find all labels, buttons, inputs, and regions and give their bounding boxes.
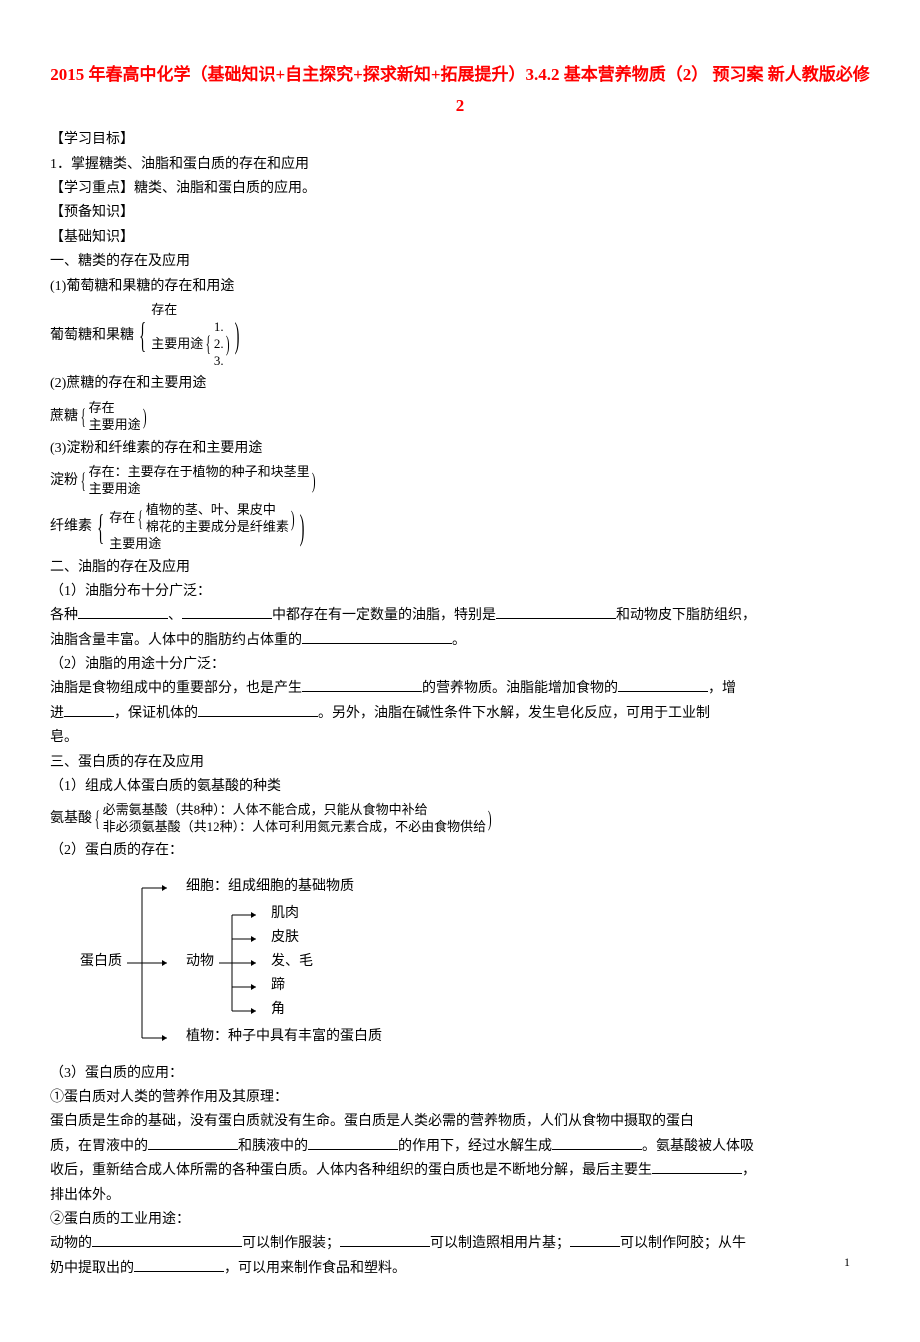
section-3-3-1d: 排出体外。 [50, 1185, 870, 1207]
brace-label: 葡萄糖和果糖 [50, 325, 134, 347]
tree-sub-skin: 皮肤 [271, 927, 313, 951]
document-title: 2015 年春高中化学（基础知识+自主探究+探求新知+拓展提升）3.4.2 基本… [50, 60, 870, 121]
section-2: 二、油脂的存在及应用 [50, 557, 870, 579]
section-3-1: （1）组成人体蛋白质的氨基酸的种类 [50, 776, 870, 798]
section-3: 三、蛋白质的存在及应用 [50, 752, 870, 774]
brace-item: 主要用途 [89, 417, 141, 434]
section-3-3-2b: 奶中提取出的，可以用来制作食品和塑料。 [50, 1258, 870, 1280]
brace-glucose-fructose: 葡萄糖和果糖 { 存在 主要用途 { 1. 2. 3. ) ) [50, 302, 870, 370]
brace-label: 淀粉 [50, 470, 78, 492]
tree-sub-hair: 发、毛 [271, 951, 313, 975]
section-3-3-1c: 收后，重新结合成人体所需的各种蛋白质。人体内各种组织的蛋白质也是不断地分解，最后… [50, 1160, 870, 1182]
section-2-2-text3: 皂。 [50, 727, 870, 749]
brace-item: 存在：主要存在于植物的种子和块茎里 [89, 464, 310, 481]
tree-sub-muscle: 肌肉 [271, 903, 313, 927]
brace-sub-item: 棉花的主要成分是纤维素 [146, 519, 289, 536]
tree-branch-cell: 细胞：组成细胞的基础物质 [186, 873, 382, 903]
section-2-1-text2: 油脂含量丰富。人体中的脂肪约占体重的。 [50, 630, 870, 652]
section-1-2: (2)蔗糖的存在和主要用途 [50, 373, 870, 395]
section-2-1-text: 各种、中都存在有一定数量的油脂，特别是和动物皮下脂肪组织， [50, 605, 870, 627]
section-3-3-1a: 蛋白质是生命的基础，没有蛋白质就没有生命。蛋白质是人类必需的营养物质，人们从食物… [50, 1111, 870, 1133]
brace-item: 主要用途 [89, 481, 310, 498]
section-1-1: (1)葡萄糖和果糖的存在和用途 [50, 276, 870, 298]
brace-item: 非必须氨基酸（共12种）：人体可利用氮元素合成，不必由食物供给 [103, 819, 487, 836]
brace-sub-item: 2. [214, 336, 224, 353]
section-3-3: （3）蛋白质的应用： [50, 1063, 870, 1085]
section-2-2-text2: 进，保证机体的。另外，油脂在碱性条件下水解，发生皂化反应，可用于工业制 [50, 703, 870, 725]
tree-root: 蛋白质 [80, 951, 122, 973]
section-3-3-1: ①蛋白质对人类的营养作用及其原理： [50, 1087, 870, 1109]
section-3-3-2a: 动物的可以制作服装；可以制造照相用片基；可以制作阿胶；从牛 [50, 1233, 870, 1255]
brace-cellulose: 纤维素 { 存在 { 植物的茎、叶、果皮中 棉花的主要成分是纤维素 ) 主要用途… [50, 502, 870, 553]
brace-item: 存在 [151, 302, 231, 319]
section-3-3-2: ②蛋白质的工业用途： [50, 1209, 870, 1231]
section-2-2: （2）油脂的用途十分广泛： [50, 654, 870, 676]
brace-label: 氨基酸 [50, 808, 92, 830]
section-3-2: （2）蛋白质的存在： [50, 840, 870, 862]
tree-sub-hoof: 蹄 [271, 975, 313, 999]
brace-amino-acid: 氨基酸 { 必需氨基酸（共8种）：人体不能合成，只能从食物中补给 非必须氨基酸（… [50, 802, 870, 836]
brace-label: 纤维素 [50, 516, 92, 538]
brace-label: 蔗糖 [50, 406, 78, 428]
objective-1: 1．掌握糖类、油脂和蛋白质的存在和应用 [50, 154, 870, 176]
tree-branch-animal: 动物 [186, 951, 214, 973]
page-number: 1 [844, 1253, 850, 1272]
brace-sub-item: 植物的茎、叶、果皮中 [146, 502, 289, 519]
brace-starch: 淀粉 { 存在：主要存在于植物的种子和块茎里 主要用途 ) [50, 464, 870, 498]
basic-heading: 【基础知识】 [50, 227, 870, 249]
brace-sub-item: 1. [214, 319, 224, 336]
brace-item: 存在 [109, 510, 135, 527]
brace-item: 主要用途 [151, 336, 203, 353]
section-2-2-text: 油脂是食物组成中的重要部分，也是产生的营养物质。油脂能增加食物的，增 [50, 678, 870, 700]
section-3-3-1b: 质，在胃液中的和胰液中的的作用下，经过水解生成。氨基酸被人体吸 [50, 1136, 870, 1158]
objectives-heading: 【学习目标】 [50, 129, 870, 151]
brace-item: 必需氨基酸（共8种）：人体不能合成，只能从食物中补给 [103, 802, 487, 819]
prep-heading: 【预备知识】 [50, 202, 870, 224]
brace-item: 存在 [89, 400, 141, 417]
section-1-3: (3)淀粉和纤维素的存在和主要用途 [50, 438, 870, 460]
tree-branch-plant: 植物：种子中具有丰富的蛋白质 [186, 1023, 382, 1053]
brace-item: 主要用途 [109, 536, 296, 553]
section-1: 一、糖类的存在及应用 [50, 251, 870, 273]
brace-sucrose: 蔗糖 { 存在 主要用途 ) [50, 400, 870, 434]
keypoints-heading: 【学习重点】糖类、油脂和蛋白质的应用。 [50, 178, 870, 200]
section-2-1: （1）油脂分布十分广泛： [50, 581, 870, 603]
tree-sub-horn: 角 [271, 999, 313, 1023]
protein-tree: 蛋白质 细胞：组成细胞的基础物质 动物 肌肉 皮肤 发、 [80, 873, 870, 1053]
brace-sub-item: 3. [214, 353, 224, 370]
